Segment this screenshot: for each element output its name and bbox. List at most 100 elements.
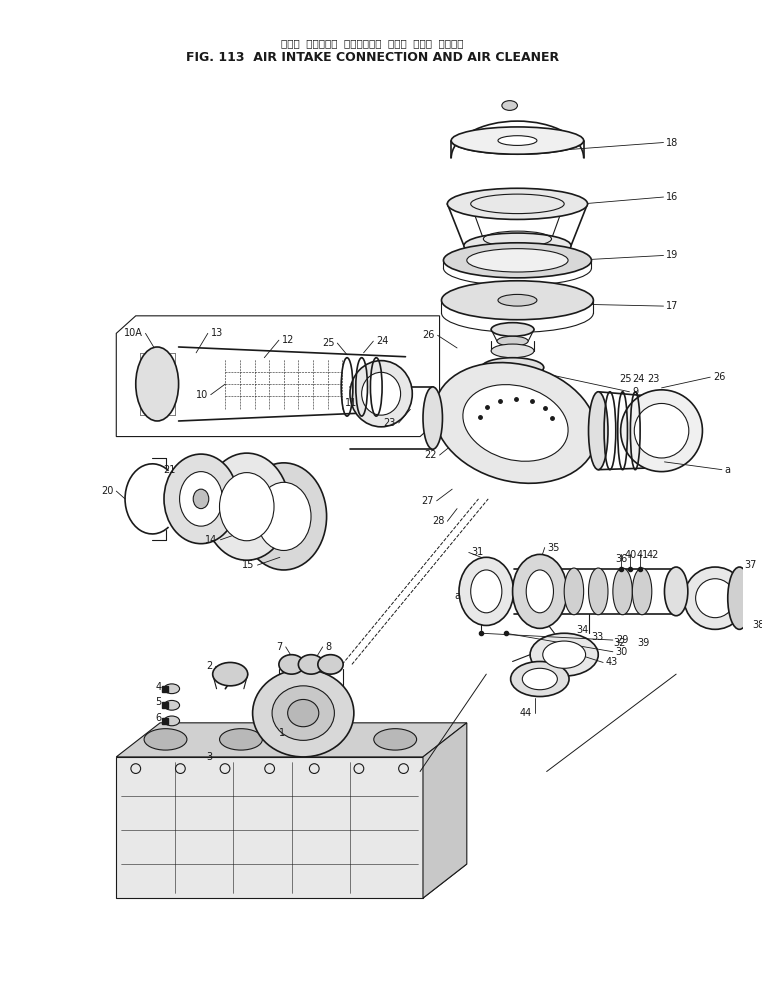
Polygon shape: [117, 757, 423, 898]
Text: 16: 16: [667, 192, 679, 202]
Ellipse shape: [491, 322, 534, 336]
Ellipse shape: [511, 662, 569, 696]
Ellipse shape: [502, 101, 517, 111]
Polygon shape: [117, 315, 440, 436]
Ellipse shape: [180, 472, 223, 526]
Text: 19: 19: [667, 250, 679, 260]
Ellipse shape: [272, 685, 335, 741]
Text: 30: 30: [616, 647, 628, 657]
Text: 9: 9: [632, 387, 639, 397]
Text: a: a: [725, 465, 731, 475]
Ellipse shape: [350, 361, 412, 427]
Ellipse shape: [257, 483, 311, 551]
Text: 23: 23: [647, 374, 659, 384]
Text: 1: 1: [279, 728, 285, 738]
Ellipse shape: [279, 655, 304, 674]
Text: 17: 17: [667, 301, 679, 312]
Text: 7: 7: [277, 642, 283, 652]
Ellipse shape: [318, 655, 343, 674]
Text: 43: 43: [606, 658, 618, 668]
Text: 44: 44: [520, 708, 532, 718]
Ellipse shape: [136, 347, 178, 421]
Ellipse shape: [471, 570, 502, 613]
Ellipse shape: [204, 453, 290, 560]
Ellipse shape: [664, 567, 688, 616]
Polygon shape: [117, 864, 467, 898]
Ellipse shape: [441, 281, 594, 319]
Text: 12: 12: [282, 335, 294, 345]
Text: FIG. 113  AIR INTAKE CONNECTION AND AIR CLEANER: FIG. 113 AIR INTAKE CONNECTION AND AIR C…: [186, 51, 559, 64]
Ellipse shape: [632, 568, 652, 615]
Ellipse shape: [219, 729, 262, 750]
Ellipse shape: [498, 135, 537, 145]
Ellipse shape: [634, 404, 689, 458]
Ellipse shape: [164, 700, 180, 710]
Ellipse shape: [443, 243, 591, 278]
Text: 31: 31: [472, 548, 484, 558]
Text: 36: 36: [616, 554, 628, 565]
Text: 24: 24: [376, 336, 389, 346]
Text: 40: 40: [625, 550, 637, 561]
Ellipse shape: [164, 454, 238, 544]
Ellipse shape: [564, 568, 584, 615]
Text: 21: 21: [163, 465, 176, 475]
Text: 2: 2: [207, 662, 213, 672]
Text: 5: 5: [155, 697, 162, 707]
Ellipse shape: [527, 570, 553, 613]
Ellipse shape: [513, 555, 567, 628]
Ellipse shape: [482, 358, 544, 377]
Ellipse shape: [621, 390, 703, 472]
Ellipse shape: [613, 568, 632, 615]
Text: 8: 8: [325, 642, 331, 652]
Ellipse shape: [696, 579, 735, 618]
Ellipse shape: [164, 683, 180, 693]
Ellipse shape: [522, 669, 557, 689]
Text: 11: 11: [344, 399, 357, 408]
Ellipse shape: [194, 490, 209, 508]
Ellipse shape: [467, 248, 568, 272]
Text: 24: 24: [632, 374, 645, 384]
Ellipse shape: [588, 568, 608, 615]
Ellipse shape: [434, 363, 597, 484]
Text: 42: 42: [647, 550, 659, 561]
Text: エアー  インテーク  コネクション  および  エアー  クリーナ: エアー インテーク コネクション および エアー クリーナ: [281, 39, 463, 48]
Ellipse shape: [491, 344, 534, 358]
Ellipse shape: [530, 633, 598, 676]
Text: 22: 22: [424, 450, 437, 460]
Ellipse shape: [287, 699, 319, 727]
Text: 10A: 10A: [123, 328, 142, 338]
Ellipse shape: [459, 558, 514, 625]
Text: a: a: [454, 591, 460, 601]
Ellipse shape: [543, 641, 586, 669]
Ellipse shape: [684, 567, 746, 629]
Text: 6: 6: [155, 713, 162, 723]
Text: 39: 39: [637, 638, 649, 648]
Ellipse shape: [213, 663, 248, 685]
Polygon shape: [423, 723, 467, 898]
Text: 27: 27: [421, 495, 434, 505]
Ellipse shape: [447, 188, 588, 220]
Text: 37: 37: [744, 560, 757, 570]
Polygon shape: [117, 723, 467, 757]
Text: 25: 25: [322, 338, 335, 348]
Text: 25: 25: [620, 374, 632, 384]
Ellipse shape: [299, 655, 324, 674]
Ellipse shape: [498, 295, 537, 306]
Ellipse shape: [497, 336, 528, 346]
Ellipse shape: [144, 729, 187, 750]
Ellipse shape: [252, 670, 354, 757]
Text: 15: 15: [242, 560, 255, 570]
Text: 23: 23: [383, 418, 395, 428]
Ellipse shape: [219, 473, 274, 541]
Text: 34: 34: [576, 625, 588, 635]
Text: 14: 14: [205, 535, 217, 545]
Text: 41: 41: [636, 550, 648, 561]
Ellipse shape: [164, 716, 180, 726]
Text: 3: 3: [206, 752, 212, 762]
Text: 18: 18: [667, 137, 679, 147]
Text: 28: 28: [432, 516, 444, 526]
Text: 32: 32: [613, 638, 626, 648]
Text: 4: 4: [155, 681, 162, 691]
Text: 33: 33: [591, 632, 604, 642]
Ellipse shape: [728, 567, 751, 629]
